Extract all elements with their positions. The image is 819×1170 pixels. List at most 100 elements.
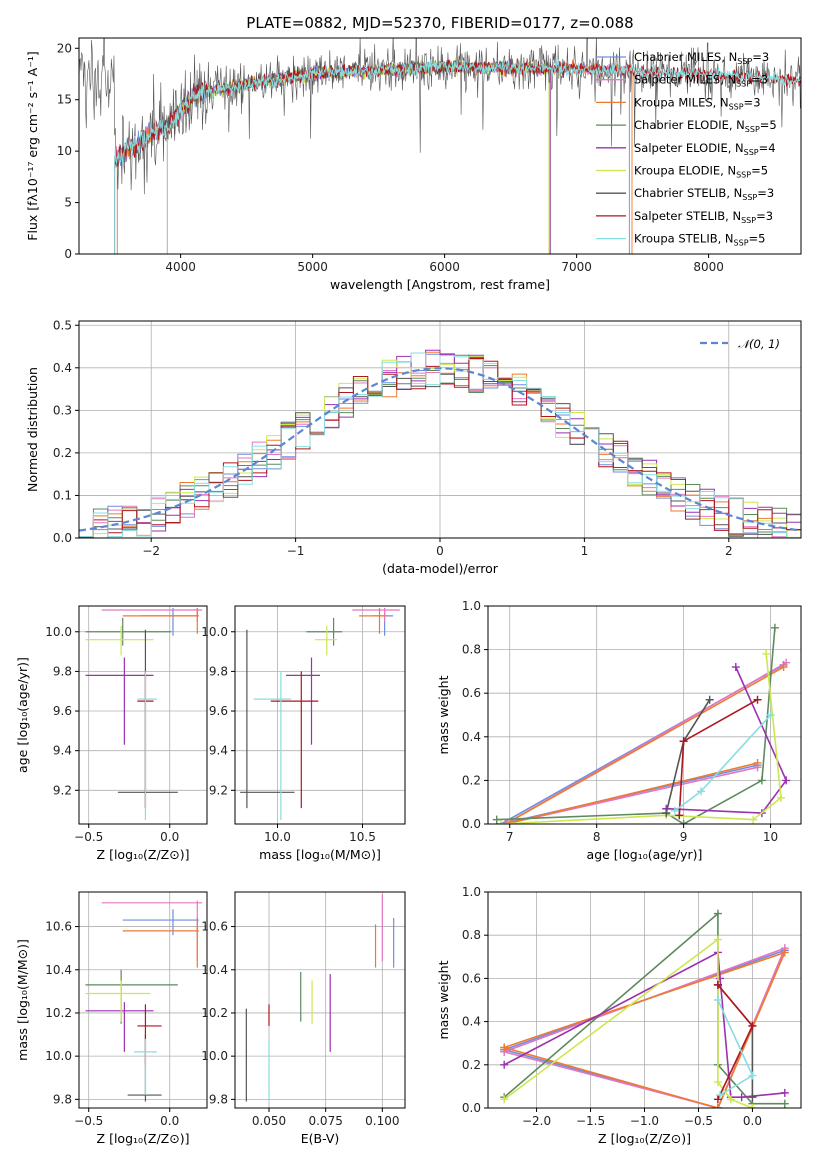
residuals-ytick-label: 0.3 xyxy=(53,403,72,417)
spectrum-frame xyxy=(78,37,802,255)
weight_vs_age-ytick-label: 0.0 xyxy=(462,817,481,831)
weight-point-marker xyxy=(777,793,786,802)
mass_vs_ebv-ytick-label: 10.6 xyxy=(201,920,228,934)
legend-entry: Chabrier MILES, NSSP=3 xyxy=(634,50,769,66)
legend-n-subscript: SSP xyxy=(737,57,752,66)
weight-point-marker xyxy=(762,649,771,658)
weight-point-marker xyxy=(713,935,722,944)
spectrum-xtick-label: 4000 xyxy=(165,260,196,274)
weight-point-marker xyxy=(782,776,791,785)
weight-point-marker xyxy=(697,787,706,796)
age_vs_Z-xlabel: Z [log₁₀(Z/Z⊙)] xyxy=(97,847,190,862)
spectrum-ylabel: Flux [fλ10⁻¹⁷ erg cm⁻² s⁻¹ A⁻¹] xyxy=(25,51,40,240)
legend-n-count: 5 xyxy=(761,164,768,178)
weight-point-marker xyxy=(662,809,671,818)
age_vs_mass-plot-area xyxy=(240,607,400,821)
weight-point-marker xyxy=(753,695,762,704)
residuals-xlabel: (data-model)/error xyxy=(382,561,499,576)
legend-n-label: , N xyxy=(720,164,736,178)
age_vs_Z-ytick-label: 9.6 xyxy=(53,704,72,718)
weight-point-marker xyxy=(713,980,722,989)
residuals-ytick-label: 0.1 xyxy=(53,488,72,502)
age_vs_mass-frame xyxy=(234,605,406,825)
legend-n-value: = xyxy=(757,186,767,200)
age_vs_mass-xtick-label: 10.0 xyxy=(264,830,291,844)
legend-n-count: 3 xyxy=(761,73,768,87)
legend-model: Salpeter ELODIE xyxy=(634,141,728,155)
weight-point-marker xyxy=(748,1104,757,1108)
residuals-ytick-label: 0.0 xyxy=(53,531,72,545)
legend-n-label: , N xyxy=(721,50,737,64)
legend-n-value: = xyxy=(752,50,762,64)
legend-entry: Kroupa STELIB, NSSP=5 xyxy=(634,232,766,248)
residuals-xtick-label: −1 xyxy=(287,544,305,558)
figure-title: PLATE=0882, MJD=52370, FIBERID=0177, z=0… xyxy=(246,14,633,32)
residuals-plot-area xyxy=(79,349,801,538)
weight-point-marker xyxy=(713,1095,722,1104)
age_vs_Z-xtick-label: −0.5 xyxy=(74,830,103,844)
weight-point-marker xyxy=(748,1021,757,1030)
legend-model: Kroupa MILES xyxy=(634,95,713,109)
age_vs_Z-frame xyxy=(78,605,208,825)
weight_vs_Z-xlabel: Z [log₁₀(Z/Z⊙)] xyxy=(598,1131,691,1146)
weight-series-line xyxy=(496,627,776,824)
residuals-ytick-label: 0.2 xyxy=(53,446,72,460)
legend-n-count: 5 xyxy=(758,232,765,246)
age_vs_mass-xlabel: mass [log₁₀(M/M⊙)] xyxy=(259,847,381,862)
spectrum-xlabel: wavelength [Angstrom, rest frame] xyxy=(330,277,550,292)
weight-point-marker xyxy=(713,996,722,1004)
weight_vs_Z-plot-area xyxy=(500,909,789,1108)
weight_vs_Z-ytick-label: 0.6 xyxy=(462,971,481,985)
legend-model: Chabrier ELODIE xyxy=(634,118,729,132)
weight-point-marker xyxy=(716,1091,725,1100)
legend-n-count: 5 xyxy=(769,118,776,132)
weight-point-marker xyxy=(679,737,688,746)
weight-point-marker xyxy=(679,820,688,824)
age_vs_Z-panel: −0.5 0.0 9.2 9.4 9.6 9.8 10.0 Z [log₁₀(Z/Z⊙)] ag… xyxy=(15,605,208,862)
legend-n-value: = xyxy=(756,209,766,223)
weight-series-line xyxy=(666,666,788,814)
residuals-ytick-label: 0.4 xyxy=(53,361,72,375)
mass_vs_Z-panel: −0.5 0.0 9.8 10.0 10.2 10.4 10.6 Z [log₁₀(Z/Z⊙)… xyxy=(15,891,208,1146)
weight-point-marker xyxy=(749,815,758,824)
mass_vs_Z-plot-area xyxy=(85,900,203,1102)
residual-legend-label: 𝒩(0, 1) xyxy=(738,337,780,351)
mass_vs_Z-ytick-label: 10.4 xyxy=(45,963,72,977)
legend-n-value: = xyxy=(749,232,759,246)
weight_vs_Z-ytick-label: 0.8 xyxy=(462,928,481,942)
legend-n-count: 4 xyxy=(768,141,775,155)
residuals-panel: −2 −1 0 1 2 0.0 0.1 0.2 0.3 0.4 0.5 (data-model)/er… xyxy=(25,318,802,576)
legend-n-subscript: SSP xyxy=(741,216,756,225)
age_vs_Z-xtick-label: 0.0 xyxy=(160,830,179,844)
legend-n-label: , N xyxy=(729,118,745,132)
weight-point-marker xyxy=(731,663,740,672)
weight-series-line xyxy=(500,653,782,824)
weight_vs_age-ytick-label: 0.6 xyxy=(462,686,481,700)
legend-n-subscript: SSP xyxy=(729,102,744,111)
legend-n-subscript: SSP xyxy=(734,239,749,248)
legend-n-subscript: SSP xyxy=(736,80,751,89)
weight_vs_age-ytick-label: 0.2 xyxy=(462,773,481,787)
legend-n-value: = xyxy=(751,73,761,87)
age_vs_Z-ytick-label: 9.4 xyxy=(53,744,72,758)
weight-point-marker xyxy=(492,815,501,824)
weight_vs_Z-xtick-label: −2.0 xyxy=(522,1114,551,1128)
spectrum-ytick-label: 15 xyxy=(57,93,72,107)
legend-n-label: , N xyxy=(726,186,742,200)
mass_vs_Z-frame xyxy=(78,891,208,1109)
spectrum-xtick-label: 8000 xyxy=(693,260,724,274)
spectrum-xtick-label: 5000 xyxy=(297,260,328,274)
weight_vs_age-xtick-label: 9 xyxy=(680,830,688,844)
weight-series-line xyxy=(503,951,785,1098)
mass_vs_Z-ytick-label: 10.0 xyxy=(45,1049,72,1063)
age_vs_Z-plot-area xyxy=(85,607,203,821)
weight-point-marker xyxy=(779,663,788,672)
weight-point-marker xyxy=(713,1104,722,1108)
spectrum-series-line xyxy=(114,59,801,254)
legend-n-label: , N xyxy=(725,209,741,223)
legend-model: Chabrier STELIB xyxy=(634,186,726,200)
weight-point-marker xyxy=(501,820,510,824)
spectrum-xtick-label: 7000 xyxy=(561,260,592,274)
legend-entry: Salpeter MILES, NSSP=3 xyxy=(634,73,768,89)
